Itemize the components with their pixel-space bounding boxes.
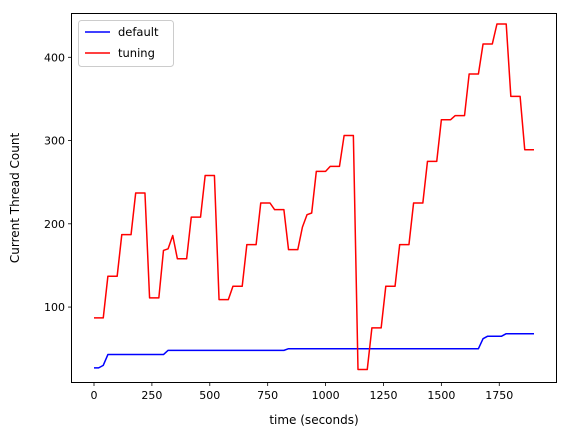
x-axis: 0 250 500 750 1000 1250 1500 1750 <box>91 382 513 402</box>
x-tick-label: 1500 <box>427 389 455 402</box>
x-axis-label: time (seconds) <box>269 413 358 427</box>
x-tick-label: 1750 <box>485 389 513 402</box>
legend-label-tuning: tuning <box>118 46 155 60</box>
y-tick-label: 200 <box>44 218 65 231</box>
series-line-tuning <box>94 23 534 371</box>
plot-frame <box>71 13 557 383</box>
series-line-default <box>94 332 534 369</box>
x-tick-label: 0 <box>91 389 98 402</box>
x-tick-label: 1000 <box>312 389 340 402</box>
legend-label-default: default <box>118 25 159 39</box>
plot-series-group <box>94 23 534 371</box>
legend: default tuning <box>78 20 174 67</box>
y-tick-label: 300 <box>44 135 65 148</box>
x-tick-label: 750 <box>257 389 278 402</box>
y-axis-label: Current Thread Count <box>8 133 22 264</box>
y-axis: 100 200 300 400 <box>44 51 72 314</box>
y-tick-label: 400 <box>44 51 65 64</box>
x-tick-label: 1250 <box>369 389 397 402</box>
x-tick-label: 250 <box>141 389 162 402</box>
y-tick-label: 100 <box>44 301 65 314</box>
x-tick-label: 500 <box>199 389 220 402</box>
